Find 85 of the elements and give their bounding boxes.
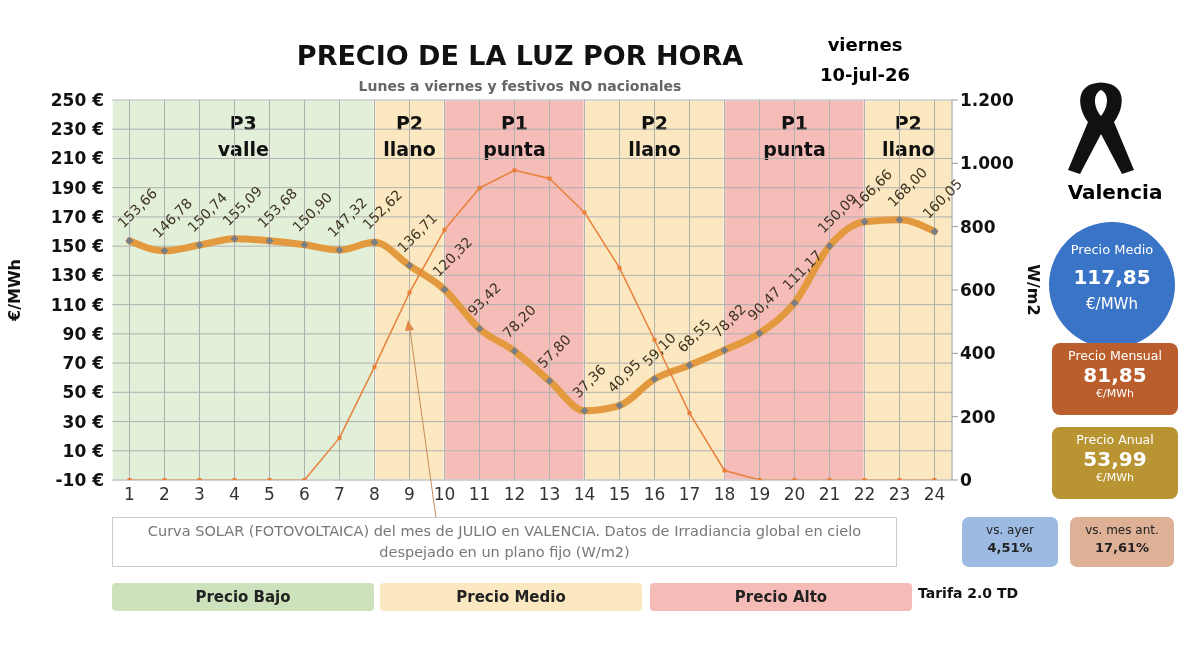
x-tick-label: 3 <box>194 484 205 505</box>
x-tick-label: 9 <box>404 484 415 505</box>
text: 17,61% <box>1093 540 1151 555</box>
x-tick-label: 6 <box>299 484 310 505</box>
x-tick-label: 2 <box>159 484 170 505</box>
text: Tarifa 2.0 TD <box>918 585 1020 603</box>
text: Precio Mensual <box>1067 348 1163 363</box>
text: €/MWh <box>1094 387 1135 400</box>
y2-tick-label: 0 <box>960 470 972 491</box>
text: vs. ayer <box>985 523 1035 537</box>
text: Valencia <box>1066 180 1164 206</box>
x-tick-label: 8 <box>369 484 380 505</box>
chart-title: PRECIO DE LA LUZ POR HORA <box>295 40 745 73</box>
text: Curva SOLAR (FOTOVOLTAICA) del mes de JULIO en VALENCIA. Datos de Irradiancia global en cielo despejado en un plano fijo (W/m2) <box>112 517 897 567</box>
y2-tick-label: 800 <box>960 216 996 237</box>
y2-tick-label: 200 <box>960 406 996 427</box>
y-axis-title: €/MWh <box>4 259 24 322</box>
text: 4,51% <box>986 540 1034 555</box>
text: €/MWh <box>1094 471 1135 484</box>
point <box>582 210 587 215</box>
point <box>337 435 342 440</box>
x-tick-label: 18 <box>713 484 736 505</box>
y2-tick-label: 600 <box>960 280 996 301</box>
text: Precio Bajo <box>112 583 374 611</box>
y-tick-label: 70 € <box>62 353 104 374</box>
band-label: P1 punta <box>483 112 546 160</box>
point <box>722 468 727 473</box>
x-tick-label: 5 <box>264 484 275 505</box>
y-tick-label: 230 € <box>50 119 104 140</box>
x-tick-label: 1 <box>124 484 135 505</box>
point <box>617 265 622 270</box>
point <box>547 176 552 181</box>
point <box>372 364 377 369</box>
text: viernes <box>826 34 904 57</box>
x-tick-label: 7 <box>334 484 345 505</box>
y-tick-label: 130 € <box>50 265 104 286</box>
y-tick-label: 30 € <box>62 411 104 432</box>
y-tick-label: 110 € <box>50 294 104 315</box>
x-tick-label: 17 <box>678 484 701 505</box>
band-label: P2 llano <box>628 112 681 160</box>
band-label: P2 llano <box>383 112 436 160</box>
y2-tick-label: 1.000 <box>960 153 1014 174</box>
chart-subtitle: Lunes a viernes y festivos NO nacionales <box>357 78 683 96</box>
text: Precio Anual <box>1075 432 1155 447</box>
point <box>442 227 447 232</box>
x-tick-label: 10 <box>433 484 456 505</box>
y2-tick-label: 1.200 <box>960 90 1014 111</box>
x-tick-label: 15 <box>608 484 631 505</box>
point <box>477 186 482 191</box>
y2-tick-label: 400 <box>960 343 996 364</box>
y-tick-label: 50 € <box>62 382 104 403</box>
y-tick-label: -10 € <box>55 470 104 491</box>
x-tick-label: 21 <box>818 484 841 505</box>
text: Precio Medio <box>380 583 642 611</box>
band-label: P1 punta <box>763 112 826 160</box>
y-tick-label: 10 € <box>62 440 104 461</box>
text: €/MWh <box>1085 295 1139 313</box>
y-tick-label: 210 € <box>50 148 104 169</box>
text: 53,99 <box>1082 447 1148 471</box>
text: Precio Medio <box>1069 242 1155 257</box>
point <box>407 290 412 295</box>
y-tick-label: 170 € <box>50 206 104 227</box>
x-tick-label: 23 <box>888 484 911 505</box>
text: 117,85 <box>1072 265 1152 289</box>
point <box>512 168 517 173</box>
x-tick-label: 19 <box>748 484 771 505</box>
x-tick-label: 14 <box>573 484 596 505</box>
text: 10-jul-26 <box>818 64 912 87</box>
text: vs. mes ant. <box>1084 523 1160 537</box>
y2-axis-title: W/m2 <box>1024 264 1044 316</box>
x-tick-label: 13 <box>538 484 561 505</box>
x-tick-label: 20 <box>783 484 806 505</box>
point <box>687 411 692 416</box>
y-tick-label: 190 € <box>50 177 104 198</box>
x-tick-label: 11 <box>468 484 491 505</box>
text: Precio Alto <box>650 583 912 611</box>
x-tick-label: 4 <box>229 484 240 505</box>
x-tick-label: 24 <box>923 484 946 505</box>
x-tick-label: 16 <box>643 484 666 505</box>
text: 81,85 <box>1082 363 1148 387</box>
y-tick-label: 90 € <box>62 323 104 344</box>
x-tick-label: 22 <box>853 484 876 505</box>
y-tick-label: 150 € <box>50 236 104 257</box>
y-tick-label: 250 € <box>50 90 104 111</box>
x-tick-label: 12 <box>503 484 526 505</box>
